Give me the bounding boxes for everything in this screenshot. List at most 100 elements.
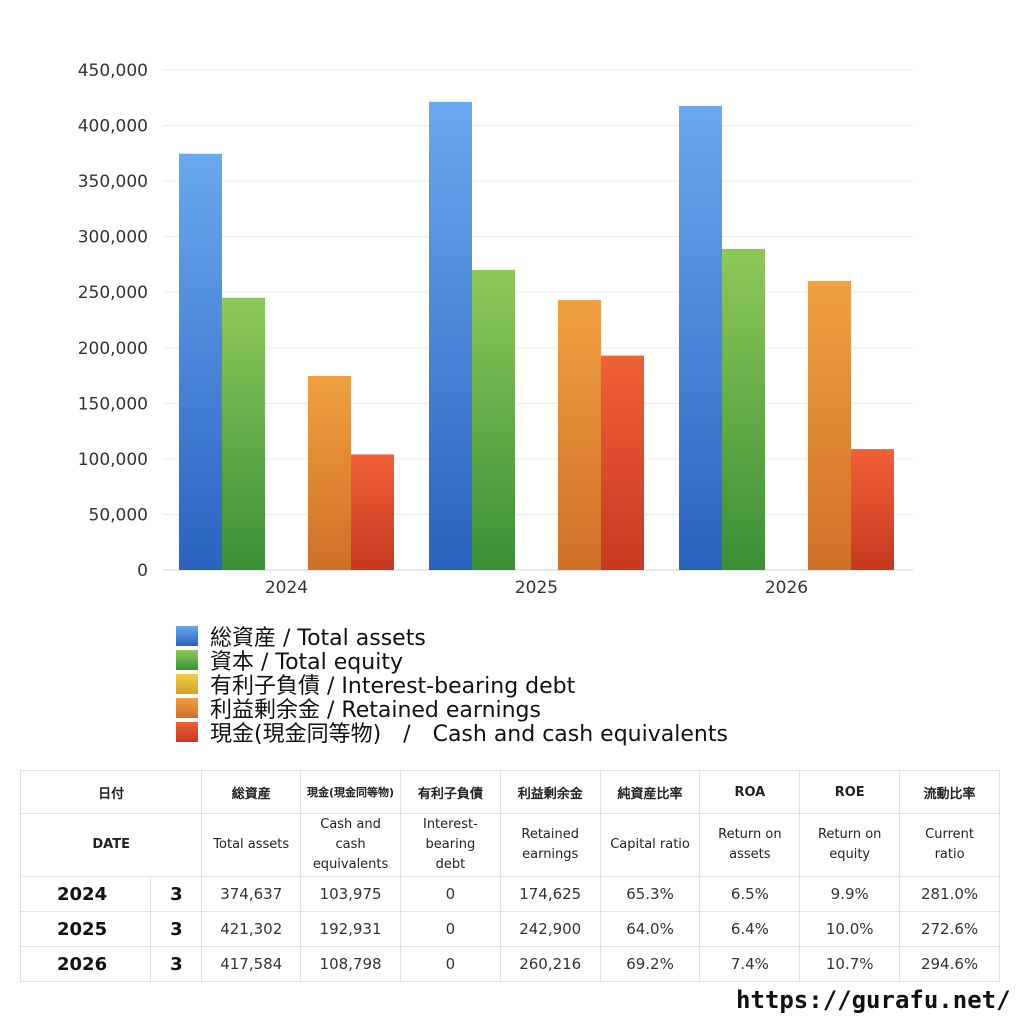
y-tick-label: 400,000	[78, 117, 148, 137]
header-current-ratio-en: Current ratio	[899, 813, 1000, 877]
header-total-assets-en: Total assets	[201, 813, 302, 877]
y-tick-label: 0	[137, 561, 148, 581]
header-date-en: DATE	[19, 813, 203, 877]
cell-roe: 10.0%	[799, 911, 901, 947]
legend-item: 利益剰余金 / Retained earnings	[176, 696, 728, 723]
header-retained-jp: 利益剰余金	[499, 770, 601, 814]
table-row: 2025 3 421,302 192,931 0 242,900 64.0% 6.4% 10.0…	[19, 911, 1000, 947]
legend-swatch	[176, 650, 198, 670]
header-cash-en: Cash and cash equivalents	[300, 813, 401, 877]
legend-label: 現金(現金同等物) / Cash and cash equivalents	[210, 722, 728, 747]
row-month: 3	[150, 946, 203, 982]
bar-2025-series-3	[558, 300, 601, 570]
cell-debt: 0	[399, 911, 501, 947]
bar-2026-series-1	[722, 248, 765, 570]
bar-2024-series-3	[308, 375, 351, 570]
header-date-jp: 日付	[19, 770, 203, 814]
bar-2024-series-0	[179, 153, 222, 570]
header-retained-en: Retained earnings	[499, 813, 601, 877]
cell-capital-ratio: 69.2%	[599, 946, 701, 982]
x-axis-ticks: 2024 2025 2026	[265, 578, 808, 598]
cell-debt: 0	[399, 876, 501, 912]
cell-total-assets: 374,637	[201, 876, 302, 912]
legend-item: 総資産 / Total assets	[176, 624, 728, 651]
row-year: 2026	[19, 946, 152, 982]
y-tick-label: 350,000	[78, 172, 148, 192]
cell-capital-ratio: 64.0%	[599, 911, 701, 947]
legend-swatch	[176, 674, 198, 694]
legend-swatch	[176, 722, 198, 742]
bar-2026-series-0	[679, 106, 722, 571]
cell-total-assets: 417,584	[201, 946, 302, 982]
header-roe-en: Return on equity	[799, 813, 901, 877]
cell-retained: 260,216	[499, 946, 601, 982]
cell-cash: 108,798	[300, 946, 401, 982]
header-total-assets-jp: 総資産	[201, 770, 302, 814]
y-tick-label: 50,000	[89, 505, 148, 525]
cell-roa: 7.4%	[699, 946, 801, 982]
cell-roe: 9.9%	[799, 876, 901, 912]
cell-roa: 6.4%	[699, 911, 801, 947]
legend-swatch	[176, 626, 198, 646]
row-year: 2024	[19, 876, 152, 912]
bar-chart: 0 50,000 100,000 150,000 200,000 250,000 300,0…	[78, 61, 913, 598]
table-header-jp: 日付 総資産 現金(現金同等物) 有利子負債 利益剰余金 純資産比率 ROA R…	[19, 770, 1000, 814]
bar-2025-series-0	[429, 101, 472, 571]
bar-2024-series-1	[222, 297, 265, 570]
y-tick-label: 100,000	[78, 450, 148, 470]
header-current-ratio-jp: 流動比率	[899, 770, 1000, 814]
bar-2025-series-1	[472, 270, 515, 570]
bar-2025-series-4	[601, 355, 644, 570]
y-tick-label: 150,000	[78, 394, 148, 414]
financial-table: 日付 総資産 現金(現金同等物) 有利子負債 利益剰余金 純資産比率 ROA R…	[19, 770, 1000, 982]
legend-item: 現金(現金同等物) / Cash and cash equivalents	[176, 720, 728, 747]
header-cash-jp: 現金(現金同等物)	[300, 770, 401, 814]
cell-retained: 174,625	[499, 876, 601, 912]
legend: 総資産 / Total assets 資本 / Total equity 有利子負債…	[176, 624, 728, 747]
y-tick-label: 450,000	[78, 61, 148, 81]
cell-debt: 0	[399, 946, 501, 982]
header-roa-en: Return on assets	[699, 813, 801, 877]
cell-total-assets: 421,302	[201, 911, 302, 947]
row-month: 3	[150, 876, 203, 912]
x-tick-label: 2025	[515, 578, 558, 598]
legend-label: 資本 / Total equity	[210, 650, 403, 675]
cell-current-ratio: 272.6%	[899, 911, 1000, 947]
row-month: 3	[150, 911, 203, 947]
legend-label: 利益剰余金 / Retained earnings	[210, 698, 541, 723]
cell-current-ratio: 281.0%	[899, 876, 1000, 912]
y-tick-label: 200,000	[78, 339, 148, 359]
legend-label: 有利子負債 / Interest-bearing debt	[210, 674, 576, 699]
header-debt-jp: 有利子負債	[399, 770, 501, 814]
table-row: 2026 3 417,584 108,798 0 260,216 69.2% 7.4% 10.7…	[19, 946, 1000, 982]
legend-item: 有利子負債 / Interest-bearing debt	[176, 672, 728, 699]
header-roe-jp: ROE	[799, 770, 901, 814]
cell-cash: 103,975	[300, 876, 401, 912]
y-tick-label: 300,000	[78, 228, 148, 248]
site-url: https://gurafu.net/	[736, 986, 1011, 1014]
cell-current-ratio: 294.6%	[899, 946, 1000, 982]
grid-lines	[163, 69, 913, 571]
y-axis-ticks: 0 50,000 100,000 150,000 200,000 250,000 300,0…	[78, 61, 148, 581]
y-tick-label: 250,000	[78, 283, 148, 303]
header-roa-jp: ROA	[699, 770, 801, 814]
legend-item: 資本 / Total equity	[176, 648, 728, 675]
cell-cash: 192,931	[300, 911, 401, 947]
header-capital-ratio-jp: 純資産比率	[599, 770, 701, 814]
bar-2026-series-4	[851, 449, 894, 570]
cell-retained: 242,900	[499, 911, 601, 947]
cell-capital-ratio: 65.3%	[599, 876, 701, 912]
x-tick-label: 2024	[265, 578, 308, 598]
table-header-en: DATE Total assets Cash and cash equivale…	[19, 813, 1000, 877]
legend-label: 総資産 / Total assets	[210, 626, 426, 651]
table-row: 2024 3 374,637 103,975 0 174,625 65.3% 6.5% 9.9%…	[19, 876, 1000, 912]
cell-roe: 10.7%	[799, 946, 901, 982]
header-capital-ratio-en: Capital ratio	[599, 813, 701, 877]
legend-swatch	[176, 698, 198, 718]
cell-roa: 6.5%	[699, 876, 801, 912]
bars	[179, 101, 894, 571]
header-debt-en: Interest-bearing debt	[399, 813, 501, 877]
row-year: 2025	[19, 911, 152, 947]
bar-2026-series-3	[808, 280, 851, 570]
bar-2024-series-4	[351, 454, 394, 570]
